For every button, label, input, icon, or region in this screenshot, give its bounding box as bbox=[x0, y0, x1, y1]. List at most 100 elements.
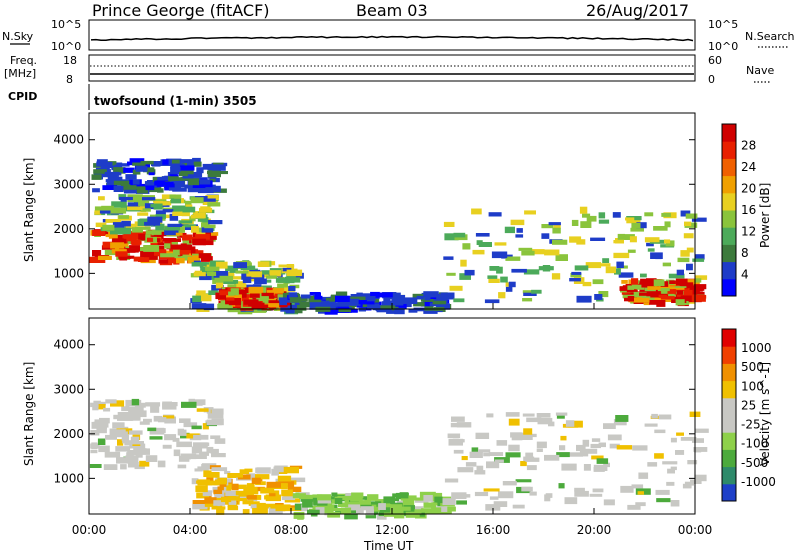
power-cell bbox=[576, 295, 592, 303]
power-cell bbox=[205, 195, 219, 201]
power-cell bbox=[386, 308, 396, 314]
power-cell bbox=[190, 214, 205, 219]
power-cell bbox=[677, 257, 690, 263]
colorbar-tick-label: -100 bbox=[741, 437, 768, 451]
velocity-cell bbox=[207, 502, 218, 507]
power-cell bbox=[348, 298, 360, 305]
velocity-cell bbox=[384, 512, 397, 517]
velocity-cell bbox=[560, 435, 567, 441]
velocity-cell bbox=[351, 492, 364, 499]
power-cell bbox=[250, 293, 260, 298]
velocity-cell bbox=[415, 497, 428, 501]
velocity-cell bbox=[132, 433, 141, 440]
power-cell bbox=[684, 279, 697, 284]
power-cell bbox=[89, 256, 106, 263]
power-cell bbox=[423, 307, 438, 314]
power-cell bbox=[118, 215, 130, 219]
power-cell bbox=[662, 262, 671, 267]
colorbar-swatch bbox=[722, 278, 736, 297]
power-y-label: Slant Range [km] bbox=[22, 158, 36, 262]
power-cell bbox=[182, 206, 196, 213]
velocity-cell bbox=[569, 452, 583, 457]
velocity-cell bbox=[591, 438, 601, 442]
y-tick-label: 1000 bbox=[53, 266, 84, 280]
velocity-cell bbox=[192, 454, 207, 459]
colorbar-swatch bbox=[722, 124, 736, 142]
power-cell bbox=[123, 167, 135, 173]
velocity-cell bbox=[508, 444, 520, 452]
cpid-text: twofsound (1-min) 3505 bbox=[94, 94, 257, 108]
power-cell bbox=[167, 228, 179, 233]
velocity-colorbar: 1000 500 100 25 -25 -100 -500 -1000 Velocity [m… bbox=[721, 328, 776, 502]
velocity-cell bbox=[239, 469, 250, 474]
power-cell bbox=[165, 214, 172, 219]
power-cell bbox=[277, 283, 289, 288]
power-cell bbox=[684, 221, 692, 227]
velocity-cell bbox=[128, 407, 144, 412]
velocity-cell bbox=[345, 493, 354, 497]
power-cell bbox=[169, 213, 179, 221]
power-cell bbox=[230, 288, 239, 296]
power-cell bbox=[650, 293, 662, 298]
power-cell bbox=[590, 237, 606, 241]
velocity-cell bbox=[654, 453, 664, 459]
velocity-cell bbox=[427, 492, 443, 499]
colorbar-swatch bbox=[722, 141, 736, 159]
power-cell bbox=[571, 219, 579, 226]
velocity-cell bbox=[505, 452, 521, 458]
power-cell bbox=[236, 283, 247, 289]
velocity-cell bbox=[224, 471, 231, 475]
power-cell bbox=[157, 242, 171, 246]
power-cell bbox=[569, 236, 582, 243]
power-cell bbox=[453, 232, 466, 238]
power-cell bbox=[123, 185, 137, 190]
power-cell bbox=[541, 233, 550, 239]
power-cell bbox=[167, 223, 182, 227]
velocity-cell bbox=[97, 438, 106, 445]
power-cell bbox=[422, 298, 434, 305]
colorbar-tick-label: 20 bbox=[741, 182, 756, 196]
velocity-cell bbox=[193, 442, 210, 447]
velocity-cell bbox=[139, 421, 150, 425]
power-cell bbox=[640, 273, 647, 278]
velocity-cell bbox=[91, 442, 98, 450]
power-cell bbox=[314, 292, 321, 296]
velocity-cell bbox=[162, 402, 177, 410]
velocity-cell bbox=[162, 415, 175, 419]
power-cell bbox=[413, 302, 425, 307]
power-cell bbox=[553, 223, 561, 229]
power-cell bbox=[132, 179, 140, 185]
power-cell bbox=[446, 272, 456, 276]
velocity-cell bbox=[536, 441, 547, 449]
velocity-cell bbox=[544, 494, 551, 502]
velocity-cell bbox=[457, 467, 474, 473]
colorbar-swatch bbox=[722, 158, 736, 177]
power-cell bbox=[112, 222, 125, 229]
power-cell bbox=[225, 265, 238, 272]
power-cell bbox=[650, 252, 663, 259]
power-cell bbox=[162, 159, 169, 165]
velocity-cell bbox=[607, 434, 622, 441]
power-cell bbox=[169, 180, 185, 187]
velocity-cell bbox=[555, 412, 568, 416]
velocity-cell bbox=[451, 416, 465, 422]
power-cell bbox=[262, 287, 274, 291]
power-cell bbox=[132, 162, 146, 166]
power-cell bbox=[134, 186, 146, 190]
power-cell bbox=[386, 292, 401, 300]
velocity-cell bbox=[371, 511, 379, 515]
velocity-cell bbox=[329, 508, 343, 512]
power-cell bbox=[335, 295, 350, 302]
velocity-cell bbox=[352, 500, 363, 506]
velocity-cell bbox=[227, 505, 239, 511]
velocity-cell bbox=[246, 473, 256, 479]
velocity-cell bbox=[261, 504, 272, 509]
velocity-cell bbox=[112, 422, 125, 429]
velocity-cell bbox=[694, 449, 702, 453]
velocity-cell bbox=[225, 490, 239, 497]
velocity-cell bbox=[518, 434, 533, 440]
velocity-cell bbox=[231, 483, 239, 491]
power-cell bbox=[552, 239, 568, 245]
velocity-cell bbox=[421, 508, 433, 512]
power-cell bbox=[491, 251, 508, 259]
